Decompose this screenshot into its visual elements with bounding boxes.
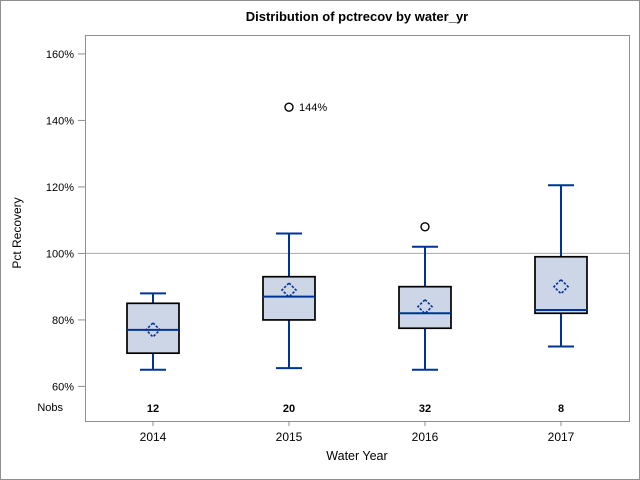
- mean-diamond: [280, 281, 298, 299]
- mean-diamond: [416, 298, 434, 315]
- x-tick-label: 2017: [548, 430, 575, 444]
- y-tick-label: 120%: [46, 182, 74, 194]
- nobs-row-label: Nobs: [37, 402, 63, 414]
- nobs-value: 12: [147, 403, 159, 415]
- y-tick-label: 60%: [52, 381, 74, 393]
- box-iqr: [126, 302, 180, 355]
- plot-area-border: [85, 35, 630, 422]
- x-axis-title: Water Year: [326, 449, 388, 463]
- nobs-value: 20: [283, 403, 295, 415]
- y-tick-label: 160%: [46, 49, 74, 61]
- y-tick-label: 100%: [46, 248, 74, 260]
- nobs-value: 32: [419, 403, 431, 415]
- y-tick-label: 80%: [52, 315, 74, 327]
- outlier-point: [284, 102, 294, 112]
- x-tick-label: 2016: [412, 430, 439, 444]
- x-tick-label: 2015: [276, 430, 303, 444]
- y-tick-label: 140%: [46, 115, 74, 127]
- nobs-value: 8: [558, 403, 564, 415]
- mean-diamond: [144, 321, 162, 339]
- box-iqr: [398, 285, 452, 330]
- x-tick-label: 2014: [140, 430, 167, 444]
- outlier-label: 144%: [299, 102, 327, 114]
- outlier-point: [420, 222, 430, 232]
- mean-diamond: [552, 278, 570, 295]
- chart-title: Distribution of pctrecov by water_yr: [245, 9, 469, 24]
- box-iqr: [534, 255, 588, 315]
